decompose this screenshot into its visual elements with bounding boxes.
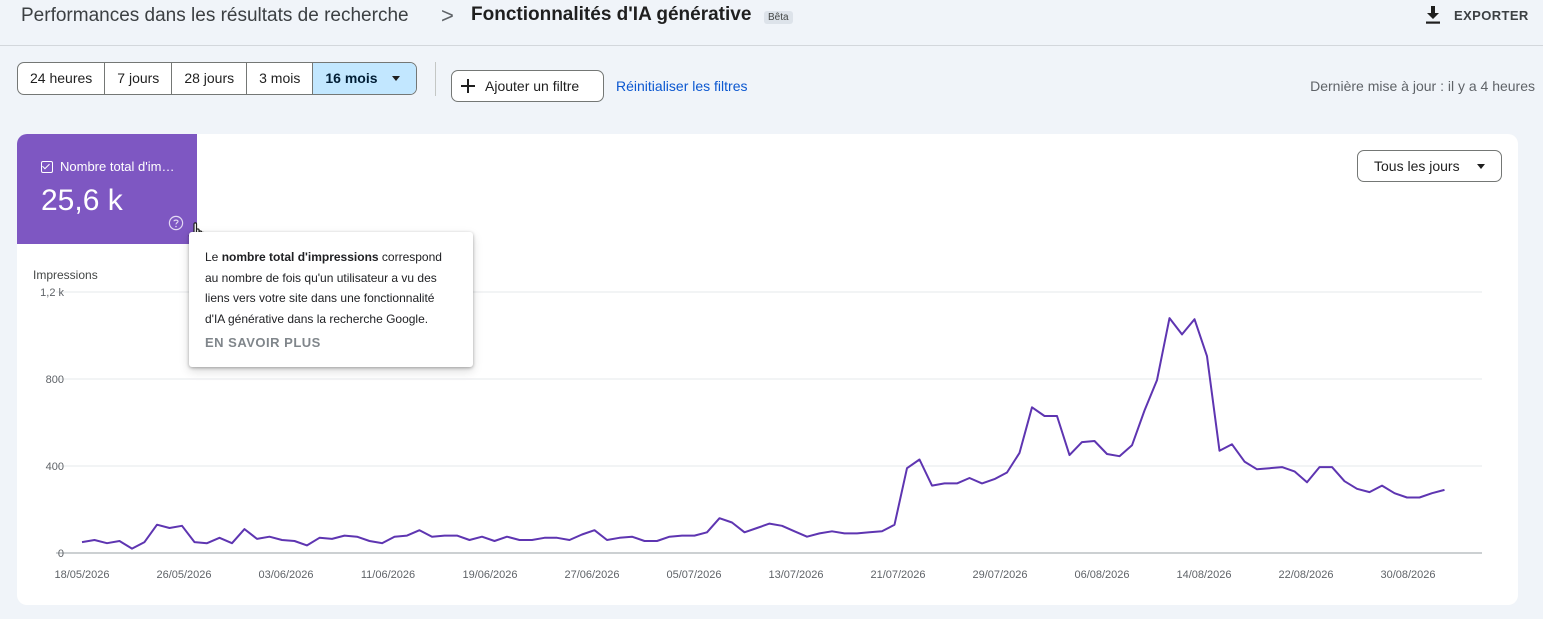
page-header: Performances dans les résultats de reche… <box>0 0 1543 46</box>
add-filter-label: Ajouter un filtre <box>485 78 580 94</box>
date-range-16m-label: 16 mois <box>325 70 378 86</box>
x-tick-label: 03/06/2026 <box>258 569 313 581</box>
last-update-text: Dernière mise à jour : il y a 4 heures <box>1310 78 1535 94</box>
download-icon <box>1426 6 1440 24</box>
x-tick-label: 19/06/2026 <box>462 569 517 581</box>
y-tick-label: 800 <box>46 374 64 386</box>
date-range-3m[interactable]: 3 mois <box>247 63 314 94</box>
x-tick-label: 14/08/2026 <box>1176 569 1231 581</box>
date-range-24h[interactable]: 24 heures <box>18 63 106 94</box>
tooltip-text-before: Le <box>205 250 222 264</box>
metric-total-impressions[interactable]: Nombre total d'im… 25,6 k <box>17 134 205 246</box>
page-title: Fonctionnalités d'IA générative <box>471 4 752 25</box>
reset-filters-link[interactable]: Réinitialiser les filtres <box>616 78 748 94</box>
beta-badge: Bêta <box>764 11 793 24</box>
caret-down-icon <box>1477 164 1485 169</box>
x-tick-label: 06/08/2026 <box>1074 569 1129 581</box>
granularity-label: Tous les jours <box>1374 158 1460 174</box>
checkbox-checked-icon[interactable] <box>41 161 53 173</box>
x-tick-label: 13/07/2026 <box>768 569 823 581</box>
plus-icon <box>461 79 475 93</box>
metric-tooltip: Le nombre total d'impressions correspond… <box>189 232 473 367</box>
date-range-28d[interactable]: 28 jours <box>172 63 248 94</box>
y-axis-title: Impressions <box>33 268 98 282</box>
impressions-series-line <box>81 317 1445 550</box>
granularity-dropdown[interactable]: Tous les jours <box>1357 150 1502 182</box>
y-tick-label: 1,2 k <box>40 287 64 299</box>
x-tick-label: 11/06/2026 <box>361 569 415 581</box>
x-tick-label: 30/08/2026 <box>1380 569 1435 581</box>
help-icon[interactable] <box>168 215 184 231</box>
tooltip-text-after: correspond au nombre de fois qu'un utili… <box>205 250 442 326</box>
tooltip-text-bold: nombre total d'impressions <box>221 250 379 264</box>
x-tick-label: 29/07/2026 <box>972 569 1027 581</box>
x-tick-label: 22/08/2026 <box>1278 569 1333 581</box>
x-tick-label: 18/05/2026 <box>54 569 109 581</box>
date-range-selector: 24 heures 7 jours 28 jours 3 mois 16 moi… <box>17 62 417 95</box>
toolbar-divider <box>435 62 436 96</box>
date-range-16m[interactable]: 16 mois <box>313 63 416 94</box>
x-tick-label: 21/07/2026 <box>870 569 925 581</box>
breadcrumb-separator: > <box>441 3 454 28</box>
export-label: EXPORTER <box>1454 7 1529 23</box>
caret-down-icon <box>391 76 400 81</box>
chart-card <box>17 134 1518 605</box>
learn-more-link[interactable]: EN SAVOIR PLUS <box>205 335 321 350</box>
add-filter-button[interactable]: Ajouter un filtre <box>451 70 604 102</box>
date-range-7d[interactable]: 7 jours <box>105 63 173 94</box>
tooltip-text: Le nombre total d'impressions correspond… <box>205 247 457 329</box>
x-tick-label: 26/05/2026 <box>156 569 211 581</box>
y-tick-label: 0 <box>58 548 64 560</box>
metric-label: Nombre total d'im… <box>60 159 175 174</box>
x-tick-label: 27/06/2026 <box>564 569 619 581</box>
export-button[interactable]: EXPORTER <box>1424 4 1529 26</box>
y-tick-label: 400 <box>46 461 64 473</box>
breadcrumb-parent[interactable]: Performances dans les résultats de reche… <box>21 5 409 26</box>
metric-value: 25,6 k <box>41 184 123 217</box>
x-tick-label: 05/07/2026 <box>666 569 721 581</box>
